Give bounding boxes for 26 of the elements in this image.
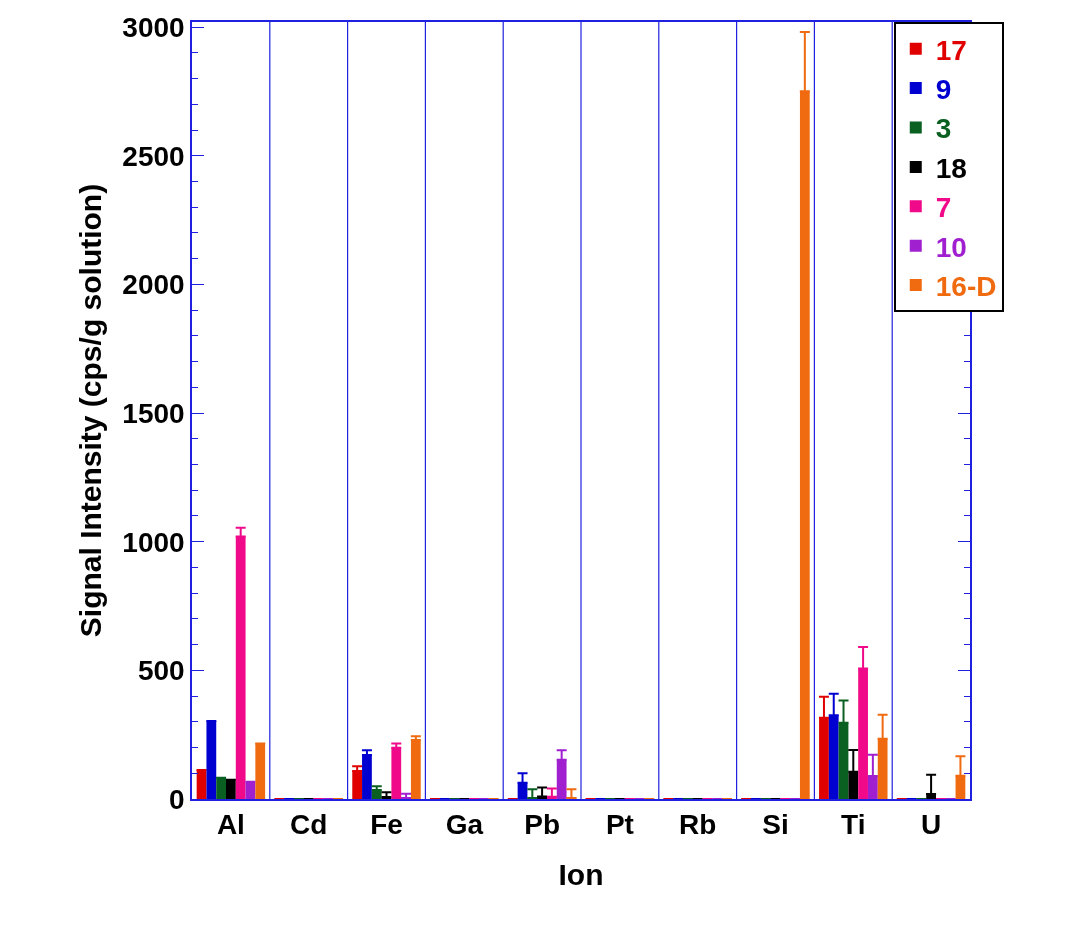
y-tick-label: 1500: [122, 397, 185, 429]
y-tick-label: 1000: [122, 526, 185, 558]
y-tick-label: 2500: [122, 140, 185, 172]
y-axis-title: Signal Intensity (cps/g solution): [73, 183, 107, 638]
y-tick-label: 2000: [122, 269, 185, 301]
y-tick-label: 0: [169, 783, 185, 815]
legend-label: 16-D: [935, 271, 997, 303]
x-axis-title: Ion: [558, 858, 604, 892]
legend-label: 7: [935, 192, 952, 224]
y-tick-label: 3000: [122, 11, 185, 43]
x-tick-label: Al: [216, 809, 245, 841]
legend-label: 3: [935, 113, 952, 145]
x-tick-label: Rb: [679, 809, 717, 841]
legend-label: 17: [935, 34, 967, 66]
x-tick-label: Cd: [290, 809, 328, 841]
legend-label: 10: [935, 231, 967, 263]
x-tick-label: Ga: [445, 809, 484, 841]
y-tick-label: 500: [137, 655, 185, 687]
x-tick-label: Si: [762, 809, 789, 841]
legend-label: 9: [935, 74, 952, 106]
x-tick-label: Pb: [524, 809, 560, 841]
x-tick-label: U: [920, 809, 942, 841]
x-tick-label: Fe: [370, 809, 403, 841]
x-tick-label: Pt: [605, 809, 634, 841]
legend-label: 18: [935, 152, 967, 184]
x-tick-label: Ti: [841, 809, 866, 841]
